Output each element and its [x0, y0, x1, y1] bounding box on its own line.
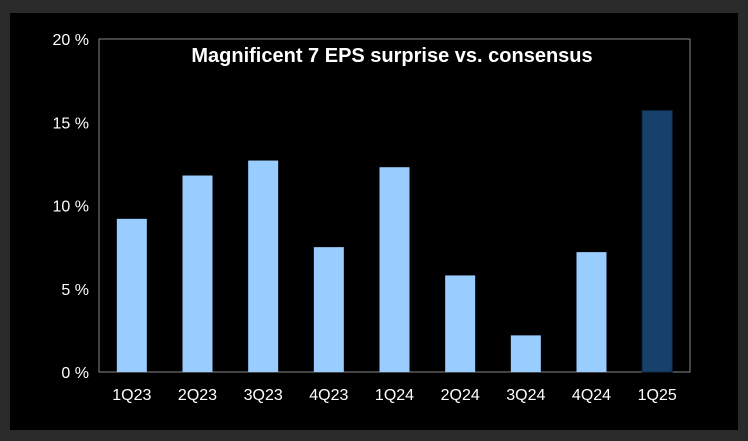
x-tick-label: 1Q23	[112, 387, 151, 404]
bars	[116, 110, 673, 373]
bar-4q24	[576, 252, 607, 372]
bar-1q25	[641, 110, 673, 373]
x-tick-label: 4Q24	[572, 387, 611, 404]
y-tick-label: 20 %	[53, 32, 89, 49]
x-tick-label: 2Q23	[178, 387, 217, 404]
bar-3q24	[510, 335, 541, 372]
x-tick-label: 1Q24	[375, 387, 414, 404]
bar-1q23	[116, 218, 147, 372]
y-axis: 0 % 5 % 10 % 15 % 20 %	[53, 32, 89, 382]
bar-3q23	[248, 160, 279, 372]
y-tick-label: 0 %	[61, 365, 89, 382]
x-axis: 1Q23 2Q23 3Q23 4Q23 1Q24 2Q24 3Q24 4Q24 1Q25	[112, 387, 677, 404]
bar-2q23	[182, 175, 213, 372]
bar-4q23	[313, 247, 344, 372]
y-tick-label: 10 %	[53, 199, 89, 216]
x-tick-label: 3Q24	[506, 387, 545, 404]
y-tick-label: 15 %	[53, 115, 89, 132]
bar-2q24	[445, 275, 476, 372]
y-tick-label: 5 %	[61, 282, 89, 299]
x-tick-label: 1Q25	[638, 387, 677, 404]
x-tick-label: 2Q24	[441, 387, 480, 404]
bar-1q24	[379, 167, 410, 372]
chart-title: Magnificent 7 EPS surprise vs. consensus	[191, 45, 592, 67]
x-tick-label: 4Q23	[309, 387, 348, 404]
x-tick-label: 3Q23	[244, 387, 283, 404]
